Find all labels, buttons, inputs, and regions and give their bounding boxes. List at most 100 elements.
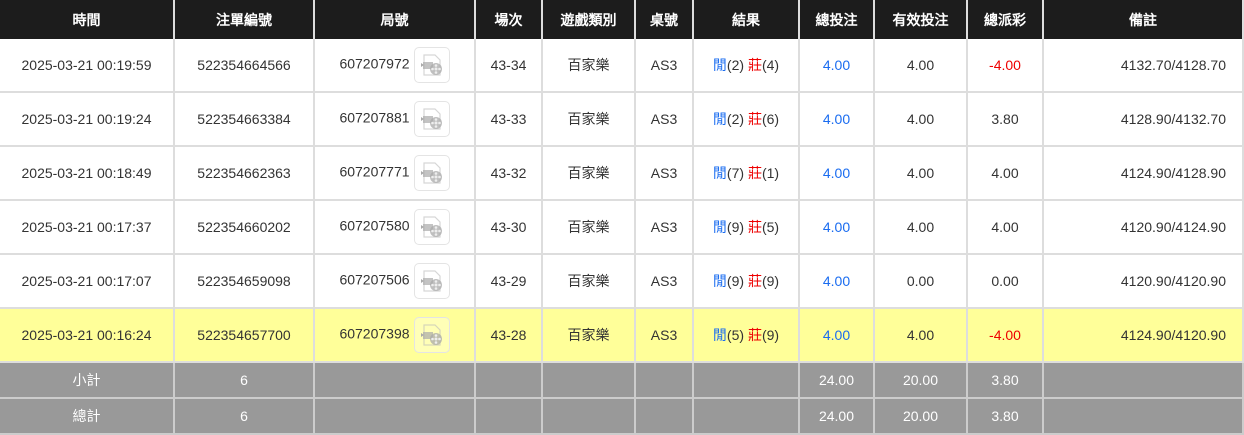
payout-cell: 3.80 bbox=[967, 92, 1044, 147]
banker-points: (4) bbox=[761, 57, 780, 73]
game-type-cell: 百家樂 bbox=[542, 200, 636, 255]
round-cell: 607207771 bbox=[314, 146, 476, 201]
banker-label: 莊 bbox=[747, 327, 762, 343]
result-cell: 閒(5) 莊(9) bbox=[693, 308, 800, 363]
game-type-cell: 百家樂 bbox=[542, 146, 636, 201]
session-cell: 43-29 bbox=[475, 254, 543, 309]
player-points: (7) bbox=[726, 165, 745, 181]
time-cell: 2025-03-21 00:16:24 bbox=[0, 308, 175, 363]
empty-cell bbox=[475, 362, 543, 399]
subtotal-valid: 20.00 bbox=[874, 362, 968, 399]
empty-cell bbox=[635, 362, 694, 399]
total-bet-cell: 4.00 bbox=[799, 39, 875, 93]
empty-cell bbox=[314, 362, 476, 399]
time-cell: 2025-03-21 00:17:07 bbox=[0, 254, 175, 309]
column-header: 結果 bbox=[693, 0, 800, 39]
table-number-cell: AS3 bbox=[635, 146, 694, 201]
banker-label: 莊 bbox=[747, 165, 762, 181]
column-header: 總投注 bbox=[799, 0, 875, 39]
player-points: (5) bbox=[726, 327, 745, 343]
player-points: (9) bbox=[726, 273, 745, 289]
column-header: 有效投注 bbox=[874, 0, 968, 39]
game-type-cell: 百家樂 bbox=[542, 308, 636, 363]
payout-cell: -4.00 bbox=[967, 39, 1044, 93]
total-bet-cell: 4.00 bbox=[799, 308, 875, 363]
time-cell: 2025-03-21 00:17:37 bbox=[0, 200, 175, 255]
note-cell: 4124.90/4120.90 bbox=[1043, 308, 1244, 363]
round-cell: 607207972 bbox=[314, 39, 476, 93]
result-cell: 閒(2) 莊(4) bbox=[693, 39, 800, 93]
subtotal-label: 小計 bbox=[0, 362, 175, 399]
player-label: 閒 bbox=[712, 273, 727, 289]
session-cell: 43-30 bbox=[475, 200, 543, 255]
order-number-cell: 522354657700 bbox=[174, 308, 315, 363]
note-cell: 4120.90/4124.90 bbox=[1043, 200, 1244, 255]
valid-bet-cell: 4.00 bbox=[874, 146, 968, 201]
video-replay-icon[interactable] bbox=[413, 101, 450, 137]
time-cell: 2025-03-21 00:19:24 bbox=[0, 92, 175, 147]
round-cell: 607207506 bbox=[314, 254, 476, 309]
valid-bet-cell: 4.00 bbox=[874, 308, 968, 363]
table-row: 2025-03-21 00:17:07 522354659098 6072075… bbox=[0, 254, 1244, 309]
result-cell: 閒(7) 莊(1) bbox=[693, 146, 800, 201]
video-replay-icon[interactable] bbox=[413, 317, 450, 353]
session-cell: 43-32 bbox=[475, 146, 543, 201]
column-header: 注單編號 bbox=[174, 0, 315, 39]
column-header: 局號 bbox=[314, 0, 476, 39]
player-points: (2) bbox=[726, 111, 745, 127]
order-number-cell: 522354660202 bbox=[174, 200, 315, 255]
session-cell: 43-34 bbox=[475, 39, 543, 93]
table-number-cell: AS3 bbox=[635, 200, 694, 255]
video-replay-icon[interactable] bbox=[413, 263, 450, 299]
game-type-cell: 百家樂 bbox=[542, 92, 636, 147]
round-number: 607207580 bbox=[339, 217, 410, 234]
video-replay-icon[interactable] bbox=[413, 47, 450, 83]
player-label: 閒 bbox=[712, 57, 727, 73]
empty-cell bbox=[542, 362, 636, 399]
banker-points: (9) bbox=[761, 273, 780, 289]
player-label: 閒 bbox=[712, 111, 727, 127]
banker-label: 莊 bbox=[747, 273, 762, 289]
column-header: 時間 bbox=[0, 0, 175, 39]
empty-cell bbox=[1043, 362, 1244, 399]
result-cell: 閒(9) 莊(9) bbox=[693, 254, 800, 309]
video-replay-icon[interactable] bbox=[413, 155, 450, 191]
video-replay-icon[interactable] bbox=[413, 209, 450, 245]
order-number-cell: 522354663384 bbox=[174, 92, 315, 147]
banker-points: (9) bbox=[761, 327, 780, 343]
payout-cell: -4.00 bbox=[967, 308, 1044, 363]
table-number-cell: AS3 bbox=[635, 308, 694, 363]
player-label: 閒 bbox=[712, 219, 727, 235]
valid-bet-cell: 4.00 bbox=[874, 92, 968, 147]
result-cell: 閒(2) 莊(6) bbox=[693, 92, 800, 147]
valid-bet-cell: 4.00 bbox=[874, 39, 968, 93]
subtotal-count: 6 bbox=[174, 362, 315, 399]
payout-cell: 4.00 bbox=[967, 146, 1044, 201]
banker-label: 莊 bbox=[747, 219, 762, 235]
round-number: 607207398 bbox=[339, 325, 410, 342]
column-header: 總派彩 bbox=[967, 0, 1044, 39]
result-cell: 閒(9) 莊(5) bbox=[693, 200, 800, 255]
order-number-cell: 522354664566 bbox=[174, 39, 315, 93]
table-number-cell: AS3 bbox=[635, 39, 694, 93]
order-number-cell: 522354659098 bbox=[174, 254, 315, 309]
payout-cell: 0.00 bbox=[967, 254, 1044, 309]
note-cell: 4124.90/4128.90 bbox=[1043, 146, 1244, 201]
column-header: 備註 bbox=[1043, 0, 1244, 39]
note-cell: 4120.90/4120.90 bbox=[1043, 254, 1244, 309]
column-header: 桌號 bbox=[635, 0, 694, 39]
subtotal-bet: 24.00 bbox=[799, 362, 875, 399]
table-row: 2025-03-21 00:16:24 522354657700 6072073… bbox=[0, 308, 1244, 363]
banker-label: 莊 bbox=[747, 111, 762, 127]
session-cell: 43-28 bbox=[475, 308, 543, 363]
table-row: 2025-03-21 00:17:37 522354660202 6072075… bbox=[0, 200, 1244, 255]
player-points: (2) bbox=[726, 57, 745, 73]
round-number: 607207881 bbox=[339, 109, 410, 126]
round-number: 607207771 bbox=[339, 163, 410, 180]
subtotal-row: 小計 6 24.00 20.00 3.80 bbox=[0, 362, 1244, 399]
time-cell: 2025-03-21 00:19:59 bbox=[0, 39, 175, 93]
session-cell: 43-33 bbox=[475, 92, 543, 147]
total-bet-cell: 4.00 bbox=[799, 254, 875, 309]
table-row: 2025-03-21 00:19:59 522354664566 6072079… bbox=[0, 39, 1244, 93]
